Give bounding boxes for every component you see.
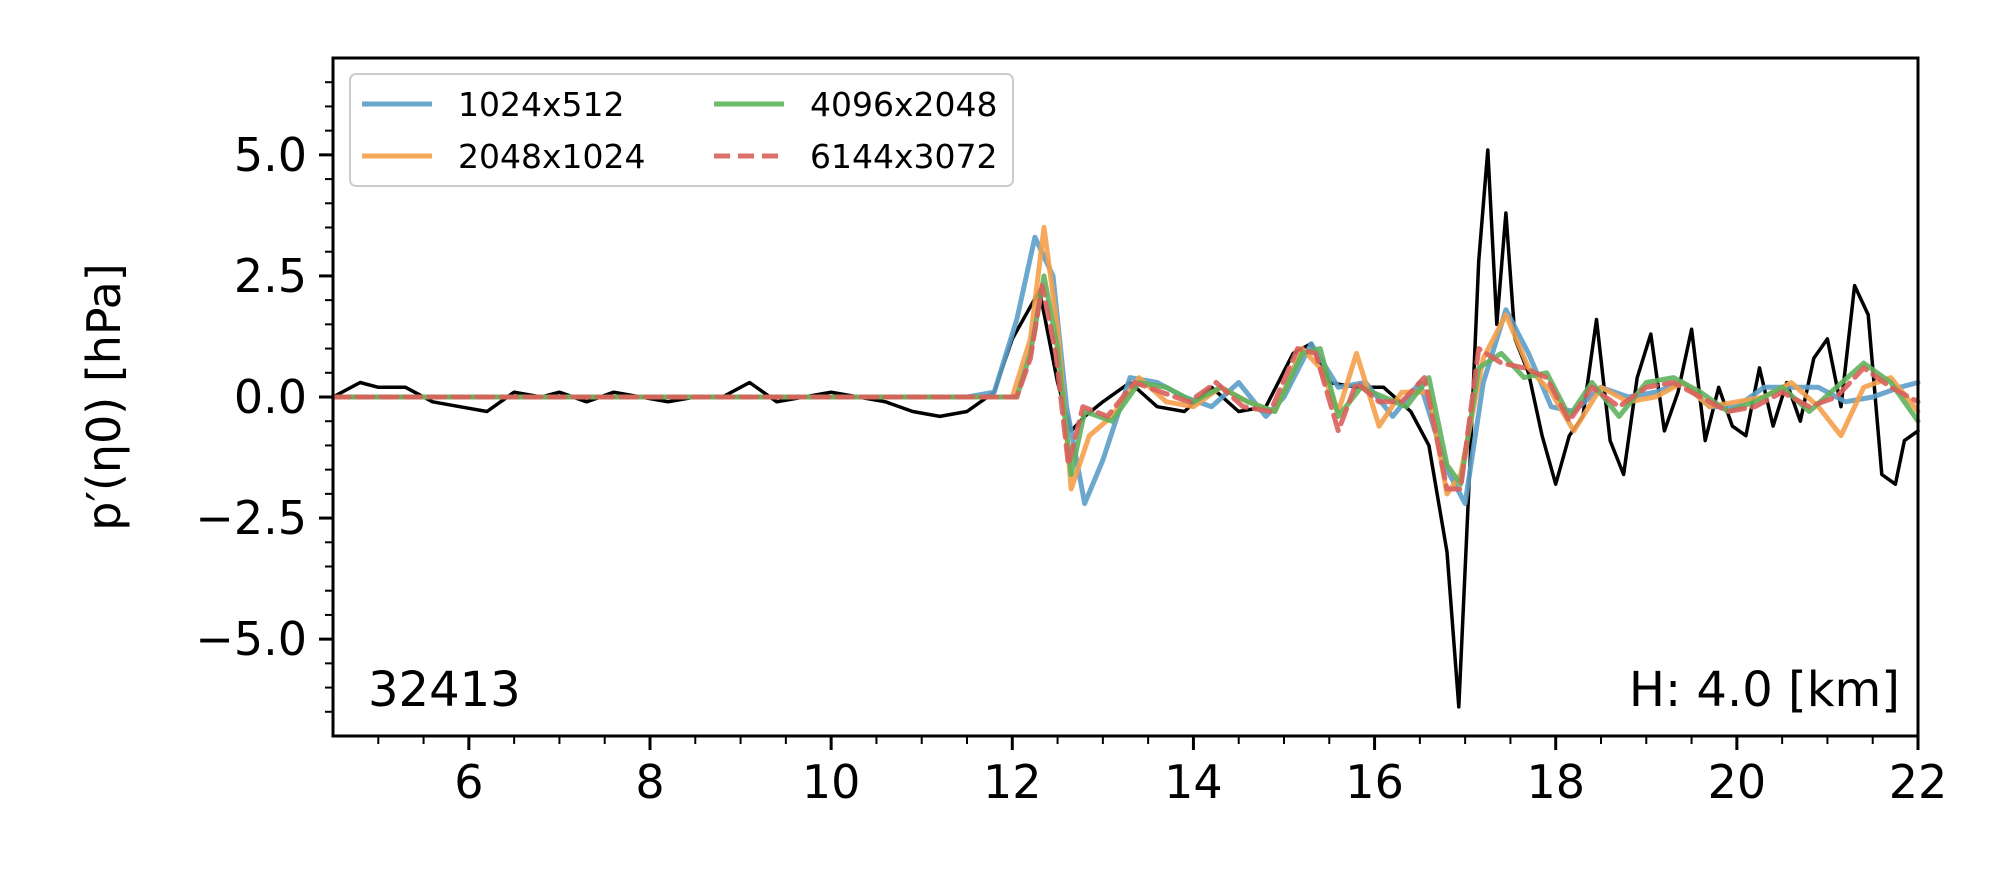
y-tick-label: 5.0 [234, 128, 307, 182]
x-tick-label: 18 [1526, 755, 1585, 809]
series-line-4096x2048 [330, 273, 1921, 487]
legend-label: 4096x2048 [810, 85, 998, 124]
legend-label: 2048x1024 [458, 137, 646, 176]
axis-ticks: 6 8 10 12 14 16 18 20 22 5.0 2.5 0.0 −2.5 −5.0 [195, 81, 1948, 809]
legend-label: 1024x512 [458, 85, 625, 124]
x-tick-label: 20 [1708, 755, 1767, 809]
x-tick-label: 8 [635, 755, 664, 809]
series-line-2048x1024 [330, 225, 1921, 497]
depth-annotation: H: 4.0 [km] [1629, 662, 1900, 718]
x-tick-label: 14 [1164, 755, 1223, 809]
series-lines [330, 148, 1921, 709]
legend-label: 6144x3072 [810, 137, 998, 176]
x-tick-label: 16 [1345, 755, 1404, 809]
y-tick-label: 2.5 [234, 249, 307, 303]
series-line-observed [331, 148, 1920, 709]
x-tick-label: 6 [454, 755, 483, 809]
x-tick-label: 10 [802, 755, 861, 809]
y-tick-label: −5.0 [195, 612, 307, 666]
legend-box [349, 73, 1014, 187]
y-axis-label: p′(η0) [hPa] [77, 263, 131, 531]
series-line-6144x3072 [330, 283, 1921, 492]
legend: 1024x512 2048x1024 4096x2048 6144x3072 [349, 73, 1014, 187]
x-tick-label: 12 [983, 755, 1042, 809]
y-tick-label: 0.0 [234, 370, 307, 424]
station-annotation: 32413 [368, 662, 521, 718]
series-line-1024x512 [330, 234, 1921, 506]
y-tick-label: −2.5 [195, 491, 307, 545]
x-tick-label: 22 [1889, 755, 1948, 809]
